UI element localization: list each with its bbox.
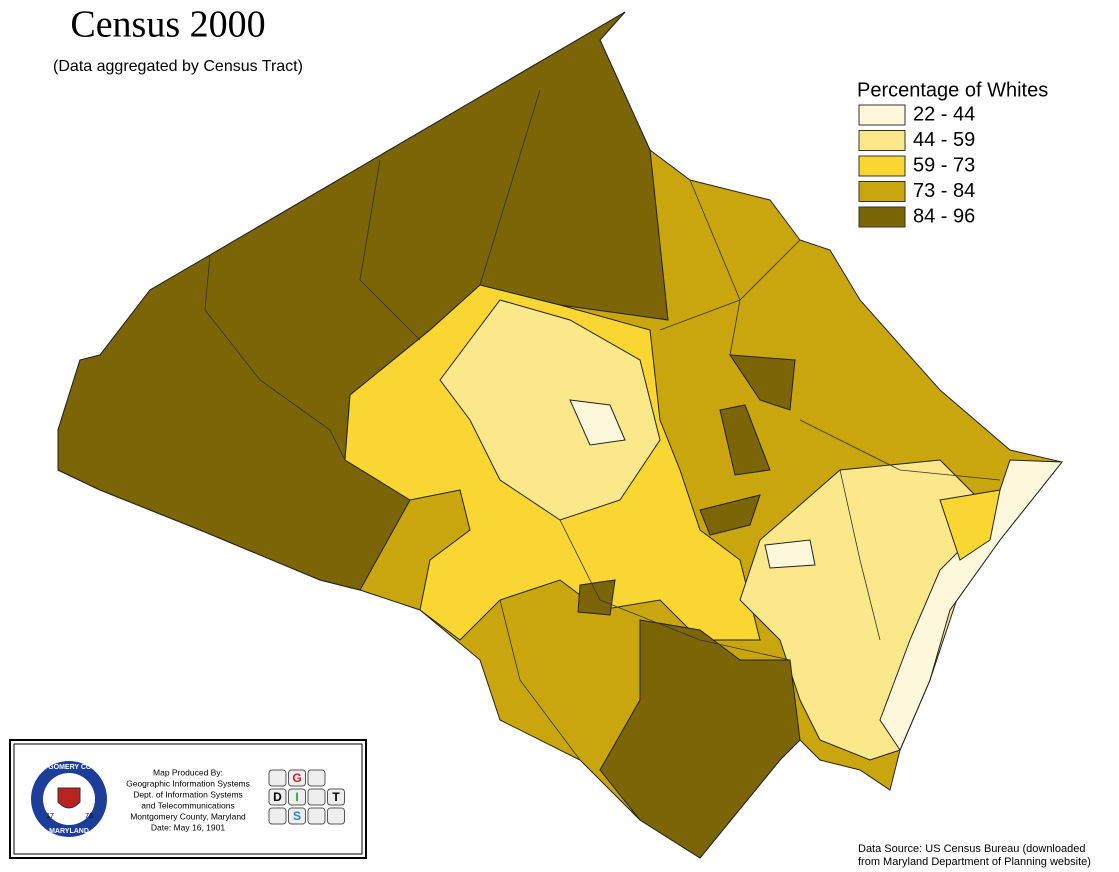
logo-tile xyxy=(288,807,306,825)
logo-letter: S xyxy=(293,809,301,823)
subtitle: (Data aggregated by Census Tract) xyxy=(53,58,303,75)
legend-swatch xyxy=(858,104,906,126)
county-map xyxy=(57,11,1064,859)
logo-letter: T xyxy=(332,790,340,804)
legend-label: 59 - 73 xyxy=(913,154,975,176)
seal-top: MONTGOMERY COUNTY xyxy=(28,764,111,771)
county-seal: MONTGOMERY COUNTY MARYLAND 17 76 xyxy=(28,761,111,837)
credit-box-inner xyxy=(13,743,363,855)
map-region xyxy=(577,579,616,616)
map-region xyxy=(569,399,626,446)
source-line: from Maryland Department of Planning web… xyxy=(858,856,1091,868)
seal-shield xyxy=(57,787,81,809)
credit-line: Date: May 16, 1901 xyxy=(151,822,225,832)
map-region xyxy=(439,299,661,521)
map-region xyxy=(764,539,816,569)
source-line: Data Source: US Census Bureau (downloade… xyxy=(858,843,1085,855)
seal-bottom: MARYLAND xyxy=(49,828,89,835)
logo-tile xyxy=(307,788,326,806)
logo-letter: D xyxy=(273,790,282,804)
credit-text: Map Produced By:Geographic Information S… xyxy=(126,767,250,832)
title: Census 2000 xyxy=(70,4,265,46)
logo-tile xyxy=(327,788,345,806)
map-region xyxy=(939,489,1001,561)
logo-tile xyxy=(288,769,306,787)
logo-letter: I xyxy=(295,790,298,804)
map-region xyxy=(599,619,801,859)
legend: 22 - 44 44 - 59 59 - 73 73 - 84 84 - 96 xyxy=(858,103,975,228)
credit-line: Montgomery County, Maryland xyxy=(130,811,246,821)
legend-label: 73 - 84 xyxy=(913,180,975,202)
legend-title: Percentage of Whites xyxy=(857,79,1048,101)
legend-label: 84 - 96 xyxy=(913,205,975,227)
legend-swatch xyxy=(858,155,906,177)
logo-tile xyxy=(268,788,287,806)
seal-right: 76 xyxy=(85,813,93,820)
logo-letter: G xyxy=(292,771,301,785)
logo-tile xyxy=(307,769,326,787)
credit-line: Geographic Information Systems xyxy=(126,778,250,788)
map-region xyxy=(699,494,761,536)
legend-swatch xyxy=(858,130,906,151)
map-region xyxy=(729,354,796,411)
logo-tile xyxy=(268,807,287,825)
legend-swatch xyxy=(858,181,906,202)
legend-label: 44 - 59 xyxy=(913,129,975,151)
legend-swatch xyxy=(858,206,906,228)
logo-tile xyxy=(327,807,345,825)
seal-left: 17 xyxy=(46,813,54,820)
gis-logo: GD I T S xyxy=(268,769,345,825)
logo-tile xyxy=(307,807,326,825)
credit-line: Dept. of Information Systems xyxy=(133,789,243,799)
credit-line: Map Produced By: xyxy=(153,767,223,777)
map-region xyxy=(719,404,771,476)
legend-label: 22 - 44 xyxy=(913,103,975,125)
logo-tile xyxy=(288,788,306,806)
logo-tile xyxy=(268,769,287,787)
credit-line: and Telecommunications xyxy=(141,800,234,810)
